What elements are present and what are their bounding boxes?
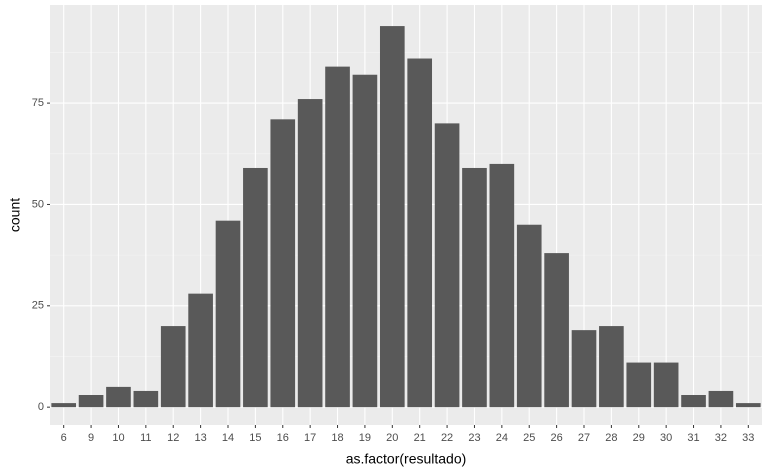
x-axis-title: as.factor(resultado) (346, 451, 467, 467)
x-tick-label: 22 (441, 432, 453, 444)
bar (352, 74, 378, 408)
y-tick-label: 0 (38, 401, 44, 413)
bar (270, 119, 296, 408)
x-tick-label: 12 (167, 432, 179, 444)
x-tick-label: 24 (496, 432, 508, 444)
panel (50, 5, 762, 425)
x-tick-label: 33 (742, 432, 754, 444)
x-tick-label: 20 (386, 432, 398, 444)
bar (489, 163, 515, 408)
x-tick-label: 16 (277, 432, 289, 444)
bar (325, 66, 350, 408)
x-tick-label: 18 (331, 432, 343, 444)
bar (243, 167, 268, 408)
x-tick-label: 6 (61, 432, 67, 444)
y-tick-label: 50 (32, 198, 44, 210)
bar (106, 386, 131, 408)
bar (735, 403, 761, 408)
bar (133, 390, 159, 408)
x-tick-label: 19 (359, 432, 371, 444)
bar (434, 123, 460, 408)
bar (681, 395, 706, 408)
bar (516, 224, 542, 408)
x-tick-label: 25 (523, 432, 535, 444)
x-tick-label: 30 (660, 432, 672, 444)
x-tick-label: 29 (633, 432, 645, 444)
bar (188, 293, 213, 408)
x-tick-label: 11 (140, 432, 151, 444)
x-tick-label: 21 (414, 432, 426, 444)
bar (78, 395, 104, 408)
bar (653, 362, 679, 408)
bar (544, 253, 569, 408)
bar (626, 362, 652, 408)
bar (51, 403, 77, 408)
x-tick-label: 32 (715, 432, 727, 444)
bar (571, 330, 597, 408)
x-tick-label: 15 (249, 432, 261, 444)
bar (708, 390, 734, 408)
x-tick-label: 23 (468, 432, 480, 444)
bar (297, 99, 323, 408)
y-axis-title: count (7, 198, 23, 232)
bar (462, 167, 487, 408)
x-tick-label: 31 (687, 432, 699, 444)
x-tick-label: 28 (605, 432, 617, 444)
x-tick-label: 9 (88, 432, 94, 444)
y-tick-label: 75 (32, 97, 44, 109)
bar (160, 326, 186, 408)
bar (407, 58, 433, 408)
x-tick-label: 17 (304, 432, 316, 444)
bar (215, 220, 241, 408)
bar (599, 326, 624, 408)
bar (379, 26, 405, 408)
x-tick-label: 26 (550, 432, 562, 444)
x-tick-label: 13 (194, 432, 206, 444)
y-tick-label: 25 (32, 300, 44, 312)
x-tick-label: 10 (112, 432, 124, 444)
x-tick-label: 14 (222, 432, 234, 444)
x-tick-label: 27 (578, 432, 590, 444)
